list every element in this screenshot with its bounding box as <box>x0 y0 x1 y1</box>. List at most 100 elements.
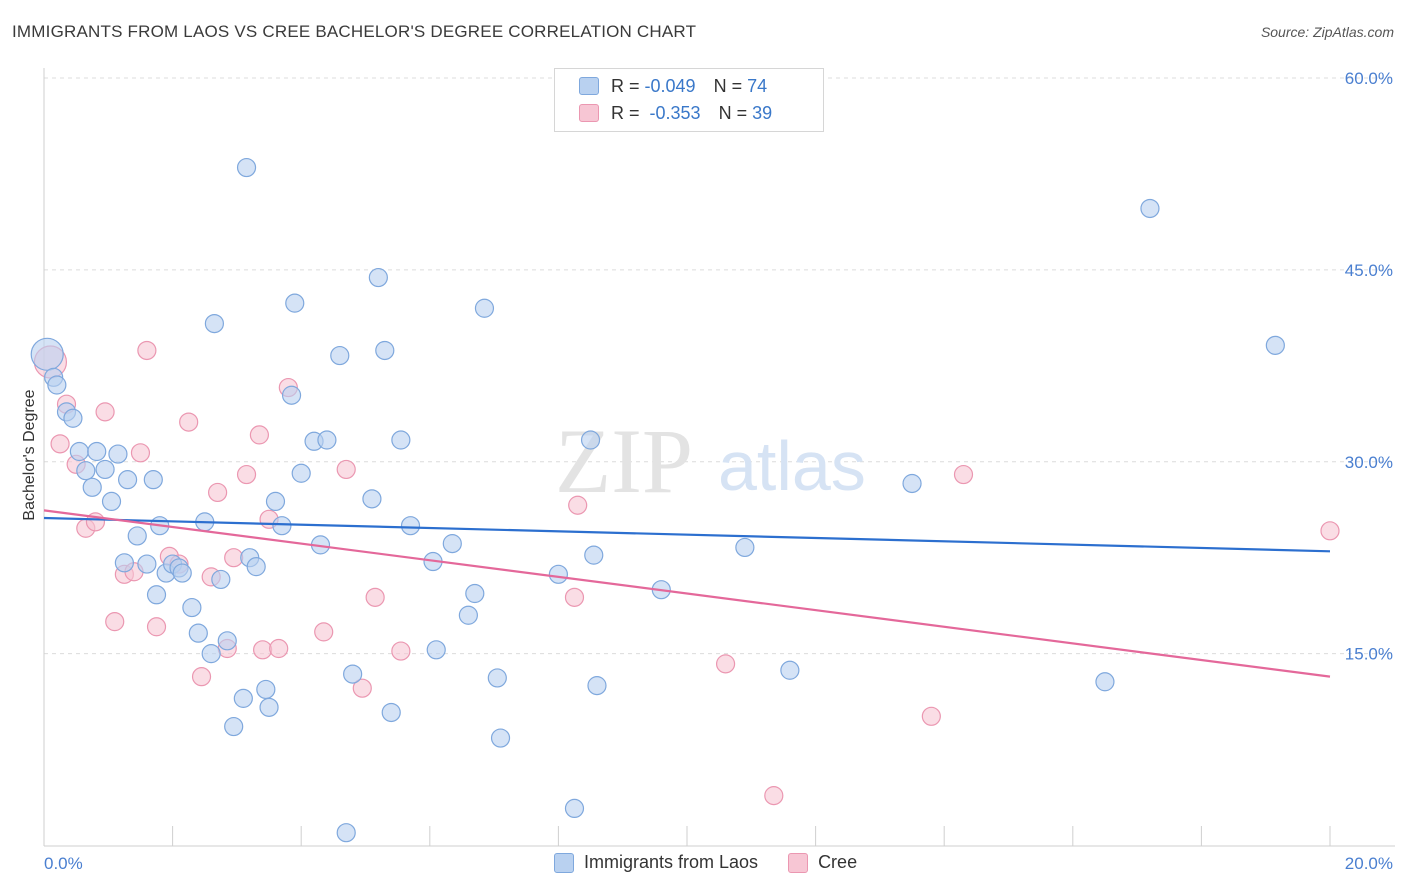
laos-swatch <box>579 77 599 95</box>
cree-point <box>236 464 257 485</box>
cree-point <box>336 459 356 480</box>
cree-point <box>137 340 157 361</box>
laos-point <box>580 430 601 450</box>
laos-point <box>368 267 388 288</box>
laos-point <box>108 444 128 464</box>
laos-points <box>30 157 1285 843</box>
laos-point <box>47 375 67 395</box>
laos-point <box>281 385 302 405</box>
cree-trend-line <box>43 509 1331 678</box>
laos-point <box>490 728 511 748</box>
laos-point <box>95 459 115 480</box>
series-legend: Immigrants from Laos Cree <box>554 852 887 873</box>
y-axis-label: Bachelor's Degree <box>21 389 38 520</box>
trend-lines <box>43 509 1331 678</box>
laos-point <box>114 553 134 573</box>
cree-n-value: 39 <box>752 102 773 123</box>
laos-point <box>381 702 401 723</box>
x-tick-label: 0.0% <box>44 854 83 873</box>
laos-point <box>211 569 231 590</box>
laos-n-value: 74 <box>747 75 768 96</box>
cree-point <box>314 622 334 642</box>
cree-point <box>208 482 228 503</box>
cree-point <box>365 587 385 607</box>
axes <box>43 68 1395 847</box>
laos-point <box>564 798 585 819</box>
laos-point <box>548 564 569 584</box>
cree-point <box>179 412 199 432</box>
legend-row-laos: R = -0.049 N = 74 <box>579 74 767 98</box>
laos-point <box>146 585 167 605</box>
cree-swatch <box>579 104 599 122</box>
laos-point <box>426 640 446 660</box>
laos-point <box>343 664 363 684</box>
laos-point <box>63 408 83 428</box>
laos-point <box>69 441 89 462</box>
laos-point <box>87 441 107 462</box>
watermark-atlas: atlas <box>718 427 866 505</box>
cree-point <box>953 464 974 485</box>
cree-point <box>249 425 270 445</box>
cree-point <box>50 434 70 454</box>
laos-point <box>236 157 257 178</box>
laos-point <box>76 461 96 481</box>
laos-point <box>201 644 221 664</box>
laos-point <box>272 516 292 536</box>
cree-point <box>568 495 588 515</box>
legend-item-laos[interactable]: Immigrants from Laos <box>554 852 758 873</box>
laos-point <box>587 676 607 696</box>
laos-point <box>584 545 604 565</box>
cree-point <box>130 443 151 463</box>
y-tick-label: 45.0% <box>1345 261 1393 280</box>
laos-point <box>188 623 208 643</box>
laos-point <box>362 489 382 509</box>
laos-point <box>172 563 192 583</box>
laos-point <box>143 470 163 490</box>
watermark: ZIP atlas <box>555 410 866 512</box>
laos-point <box>474 298 495 318</box>
cree-point <box>764 786 784 806</box>
laos-point <box>902 473 922 494</box>
laos-r-label: R = <box>611 75 640 96</box>
laos-legend-label: Immigrants from Laos <box>584 852 759 872</box>
laos-point <box>246 557 266 577</box>
laos-point <box>30 337 64 371</box>
cree-point <box>105 612 125 632</box>
legend-item-cree[interactable]: Cree <box>788 852 857 873</box>
cree-point <box>253 640 273 660</box>
laos-trend-line <box>43 516 1331 553</box>
y-tick-label: 15.0% <box>1345 645 1393 664</box>
laos-legend-swatch <box>554 852 574 873</box>
laos-point <box>336 823 356 843</box>
cree-point <box>1320 521 1340 541</box>
x-tick-label: 20.0% <box>1345 854 1393 873</box>
laos-point <box>1095 672 1115 692</box>
cree-point <box>269 638 289 659</box>
cree-point <box>224 548 244 568</box>
cree-point <box>191 667 212 687</box>
laos-point <box>391 430 411 450</box>
source-label: Source: ZipAtlas.com <box>1260 24 1394 40</box>
laos-point <box>137 554 157 574</box>
y-tick-label: 60.0% <box>1345 69 1393 88</box>
laos-r-value: -0.049 <box>644 75 696 96</box>
legend-row-cree: R = -0.353 N = 39 <box>579 101 772 125</box>
chart-title: IMMIGRANTS FROM LAOS VS CREE BACHELOR'S … <box>12 22 697 41</box>
cree-r-label: R = <box>611 102 640 123</box>
laos-point <box>458 605 478 625</box>
cree-r-value: -0.353 <box>649 102 701 123</box>
laos-point <box>117 470 138 490</box>
cree-point <box>146 617 167 637</box>
y-tick-label: 30.0% <box>1345 453 1393 472</box>
laos-point <box>256 679 276 700</box>
cree-point <box>564 587 585 607</box>
laos-point <box>375 340 395 361</box>
laos-point <box>1265 335 1285 355</box>
cree-point <box>921 706 941 726</box>
laos-point <box>780 660 800 680</box>
laos-point <box>285 293 305 313</box>
cree-n-label: N = <box>718 102 748 123</box>
laos-point <box>317 430 337 450</box>
laos-point <box>330 345 350 366</box>
